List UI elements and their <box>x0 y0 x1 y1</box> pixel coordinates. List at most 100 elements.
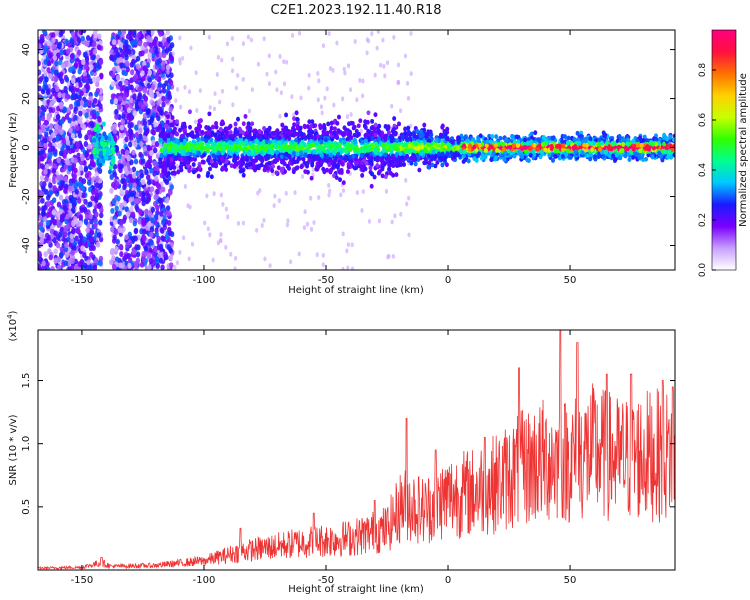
heatmap-cell <box>128 97 134 104</box>
heatmap-cell <box>278 113 282 119</box>
heatmap-cell <box>134 132 139 139</box>
heatmap-cell <box>134 204 139 211</box>
heatmap-cell <box>159 147 164 153</box>
heatmap-cell <box>417 167 422 173</box>
heatmap-cell <box>59 184 64 191</box>
heatmap-cell <box>358 118 363 124</box>
heatmap-cell <box>63 187 68 194</box>
heatmap-cell <box>44 175 49 182</box>
heatmap-cell <box>327 182 331 188</box>
heatmap-cells <box>38 30 675 270</box>
heatmap-cell <box>236 73 240 78</box>
heatmap-cell <box>390 103 394 109</box>
heatmap-cell <box>241 76 245 82</box>
heatmap-cell <box>95 76 101 83</box>
heatmap-cell <box>229 251 233 257</box>
heatmap-cell <box>50 265 55 270</box>
heatmap-cell <box>117 30 122 36</box>
heatmap-cell <box>161 218 166 225</box>
heatmap-cell <box>56 52 61 59</box>
heatmap-cell <box>95 62 100 69</box>
heatmap-cell <box>166 69 170 75</box>
heatmap-cell <box>157 98 163 105</box>
heatmap-cell <box>143 95 149 102</box>
heatmap-cell <box>124 79 129 86</box>
heatmap-cell <box>352 165 357 171</box>
heatmap-cell <box>118 41 124 48</box>
heatmap-cell <box>59 251 64 258</box>
heatmap-cell <box>65 139 71 146</box>
heatmap-cell <box>225 41 229 47</box>
heatmap-cell <box>153 213 159 220</box>
heatmap-cell <box>112 234 117 241</box>
heatmap-cell <box>41 260 46 267</box>
heatmap-cell <box>76 77 81 84</box>
heatmap-cell <box>166 171 171 176</box>
heatmap-cell <box>68 194 73 201</box>
heatmap-cell <box>175 131 180 137</box>
heatmap-cell <box>128 196 133 203</box>
heatmap-cell <box>138 151 143 158</box>
heatmap-cell <box>359 128 363 134</box>
heatmap-cell <box>260 223 264 228</box>
heatmap-cell <box>292 122 297 128</box>
heatmap-cell <box>219 232 223 237</box>
heatmap-cell <box>295 125 300 131</box>
heatmap-cell <box>399 108 403 114</box>
heatmap-cell <box>89 218 94 225</box>
heatmap-cell <box>157 183 162 190</box>
heatmap-cell <box>47 59 52 66</box>
heatmap-cell <box>409 71 413 77</box>
heatmap-cell <box>286 165 291 171</box>
heatmap-cell <box>166 244 171 251</box>
heatmap-cell <box>92 264 98 270</box>
heatmap-cell <box>144 198 150 205</box>
heatmap-cell <box>276 165 281 171</box>
heatmap-cell <box>90 54 96 61</box>
heatmap-cell <box>95 111 100 118</box>
heatmap-cell <box>148 231 154 238</box>
heatmap-cell <box>70 249 76 256</box>
heatmap-cell <box>51 37 56 44</box>
heatmap-cell <box>93 223 98 230</box>
heatmap-cell <box>94 192 99 199</box>
heatmap-cell <box>51 136 57 143</box>
heatmap-cell <box>230 36 235 41</box>
heatmap-cell <box>299 95 303 101</box>
heatmap-cell <box>155 262 160 269</box>
heatmap-cell <box>212 106 217 112</box>
heatmap-cell <box>44 131 49 138</box>
heatmap-cell <box>575 130 580 136</box>
heatmap-cell <box>160 186 166 193</box>
heatmap-cell <box>64 38 69 45</box>
heatmap-cell <box>403 130 408 136</box>
heatmap-cell <box>262 126 267 131</box>
heatmap-cell <box>284 112 289 118</box>
heatmap-cell <box>155 165 160 172</box>
heatmap-cell <box>377 218 382 224</box>
heatmap-cell <box>118 243 124 250</box>
heatmap-cell <box>137 31 142 38</box>
heatmap-cell <box>70 31 76 38</box>
heatmap-cell <box>55 113 61 120</box>
heatmap-cell <box>40 124 45 131</box>
heatmap-cell <box>210 130 215 136</box>
heatmap-cell <box>147 69 153 76</box>
heatmap-cell <box>144 208 149 215</box>
heatmap-cell <box>195 108 199 113</box>
heatmap-cell <box>370 31 374 37</box>
heatmap-cell <box>320 110 324 116</box>
heatmap-cell <box>45 219 51 226</box>
heatmap-cell <box>356 123 361 129</box>
heatmap-cell <box>97 116 102 123</box>
heatmap-cell <box>60 62 66 69</box>
heatmap-cell <box>207 166 212 172</box>
heatmap-cell <box>205 193 209 199</box>
heatmap-cell <box>168 106 173 113</box>
heatmap-cell <box>142 145 148 152</box>
heatmap-cell <box>78 165 84 172</box>
heatmap-cell <box>403 126 408 132</box>
heatmap-cell <box>147 52 152 59</box>
heatmap-cell <box>347 121 352 127</box>
heatmap-cell <box>135 257 141 264</box>
